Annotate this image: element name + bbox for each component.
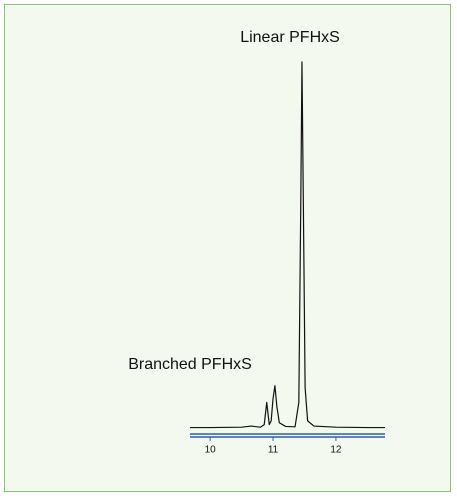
x-tick-label: 10 bbox=[205, 445, 217, 456]
chromatogram-line bbox=[190, 61, 385, 429]
x-tick-label: 11 bbox=[268, 445, 279, 456]
annotation: Branched PFHxS bbox=[128, 356, 252, 373]
panel bbox=[4, 4, 451, 492]
annotation: Linear PFHxS bbox=[240, 29, 340, 46]
x-tick-label: 12 bbox=[330, 445, 342, 456]
